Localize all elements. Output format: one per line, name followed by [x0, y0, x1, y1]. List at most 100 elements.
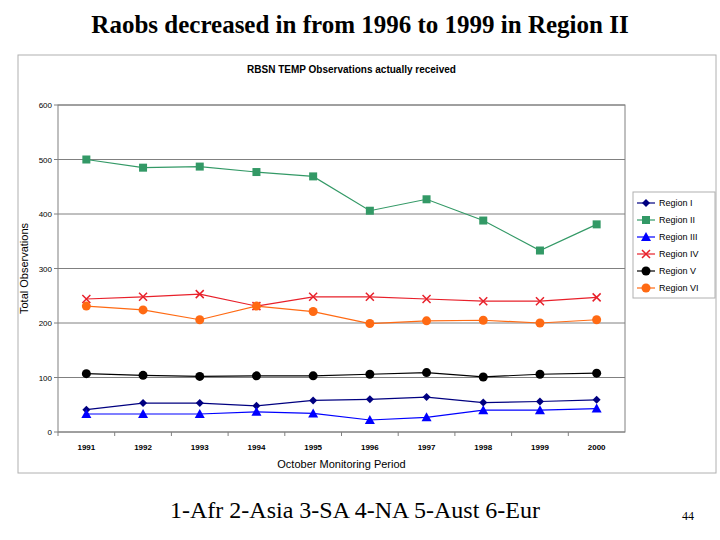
data-point	[366, 207, 374, 215]
x-tick	[171, 432, 172, 436]
data-point	[82, 156, 90, 164]
x-tick-label: 2000	[588, 443, 606, 452]
y-tick	[54, 159, 58, 160]
data-point	[195, 372, 204, 381]
data-point	[309, 172, 317, 180]
data-point	[536, 297, 544, 305]
series-line	[86, 409, 596, 420]
data-point	[252, 371, 261, 380]
legend-label: Region IV	[659, 249, 699, 259]
data-point	[422, 368, 431, 377]
grid-line	[58, 268, 625, 269]
y-tick	[54, 268, 58, 269]
data-point	[593, 396, 601, 404]
legend-label: Region II	[659, 215, 695, 225]
x-tick-label: 1997	[418, 443, 436, 452]
data-point	[309, 293, 317, 301]
legend-marker	[642, 284, 651, 293]
legend-label: Region III	[659, 232, 698, 242]
x-tick	[284, 432, 285, 436]
y-tick-label: 200	[39, 319, 53, 328]
footnote: 1-Afr 2-Asia 3-SA 4-NA 5-Aust 6-Eur	[170, 497, 540, 523]
x-tick-label: 1998	[474, 443, 492, 452]
data-point	[309, 396, 317, 404]
data-point	[592, 369, 601, 378]
series-line	[86, 373, 596, 377]
x-tick	[568, 432, 569, 436]
data-point	[309, 307, 318, 316]
chart-title: RBSN TEMP Observations actually received	[247, 64, 456, 75]
data-point	[81, 409, 91, 418]
data-point	[195, 315, 204, 324]
y-tick	[54, 214, 58, 215]
x-tick-label: 1992	[134, 443, 152, 452]
slide: Raobs decreased in from 1996 to 1999 in …	[0, 0, 720, 540]
legend-label: Region V	[659, 266, 696, 276]
data-point	[365, 370, 374, 379]
data-point	[138, 409, 148, 418]
grid-line	[58, 105, 625, 106]
data-point	[592, 404, 602, 413]
legend-marker	[642, 216, 650, 224]
data-point	[479, 316, 488, 325]
data-point	[252, 302, 261, 311]
data-point	[139, 164, 147, 172]
legend-label: Region I	[659, 198, 693, 208]
data-point	[139, 399, 147, 407]
x-tick-label: 1993	[191, 443, 209, 452]
x-tick-label: 1995	[304, 443, 322, 452]
data-point	[536, 247, 544, 255]
y-tick-label: 100	[39, 374, 53, 383]
data-point	[365, 319, 374, 328]
series-line	[86, 306, 596, 323]
data-point	[535, 370, 544, 379]
slide-title: Raobs decreased in from 1996 to 1999 in …	[91, 11, 628, 38]
grid-line	[58, 159, 625, 160]
grid-line	[58, 214, 625, 215]
data-point	[423, 195, 431, 203]
data-point	[251, 407, 261, 416]
data-point	[593, 293, 601, 301]
data-point	[422, 412, 432, 421]
y-tick-label: 0	[48, 428, 53, 437]
data-point	[82, 369, 91, 378]
legend-marker	[642, 267, 651, 276]
series-line	[86, 294, 596, 306]
data-point	[196, 163, 204, 171]
data-point	[422, 316, 431, 325]
y-tick	[54, 377, 58, 378]
legend-marker	[642, 250, 650, 258]
y-tick	[54, 323, 58, 324]
chart-frame	[18, 55, 716, 473]
y-axis-label: Total Observations	[18, 222, 30, 314]
legend-box	[633, 192, 715, 298]
data-point	[196, 290, 204, 298]
data-point	[423, 295, 431, 303]
data-point	[139, 305, 148, 314]
legend-marker	[642, 199, 650, 207]
data-point	[536, 397, 544, 405]
x-tick	[511, 432, 512, 436]
data-point	[423, 393, 431, 401]
data-point	[365, 415, 375, 424]
data-point	[592, 315, 601, 324]
plot-area	[58, 105, 625, 432]
data-point	[196, 399, 204, 407]
series-line	[86, 397, 596, 410]
y-tick-label: 600	[39, 101, 53, 110]
data-point	[479, 372, 488, 381]
x-tick-label: 1996	[361, 443, 379, 452]
page-number: 44	[682, 509, 694, 523]
data-point	[366, 293, 374, 301]
legend-label: Region VI	[659, 283, 699, 293]
x-tick-label: 1991	[77, 443, 95, 452]
x-tick	[58, 432, 59, 436]
data-group	[81, 156, 601, 425]
data-point	[478, 405, 488, 414]
data-point	[308, 408, 318, 417]
data-point	[309, 371, 318, 380]
y-tick	[54, 105, 58, 106]
data-point	[479, 217, 487, 225]
x-tick	[398, 432, 399, 436]
x-tick-label: 1999	[531, 443, 549, 452]
